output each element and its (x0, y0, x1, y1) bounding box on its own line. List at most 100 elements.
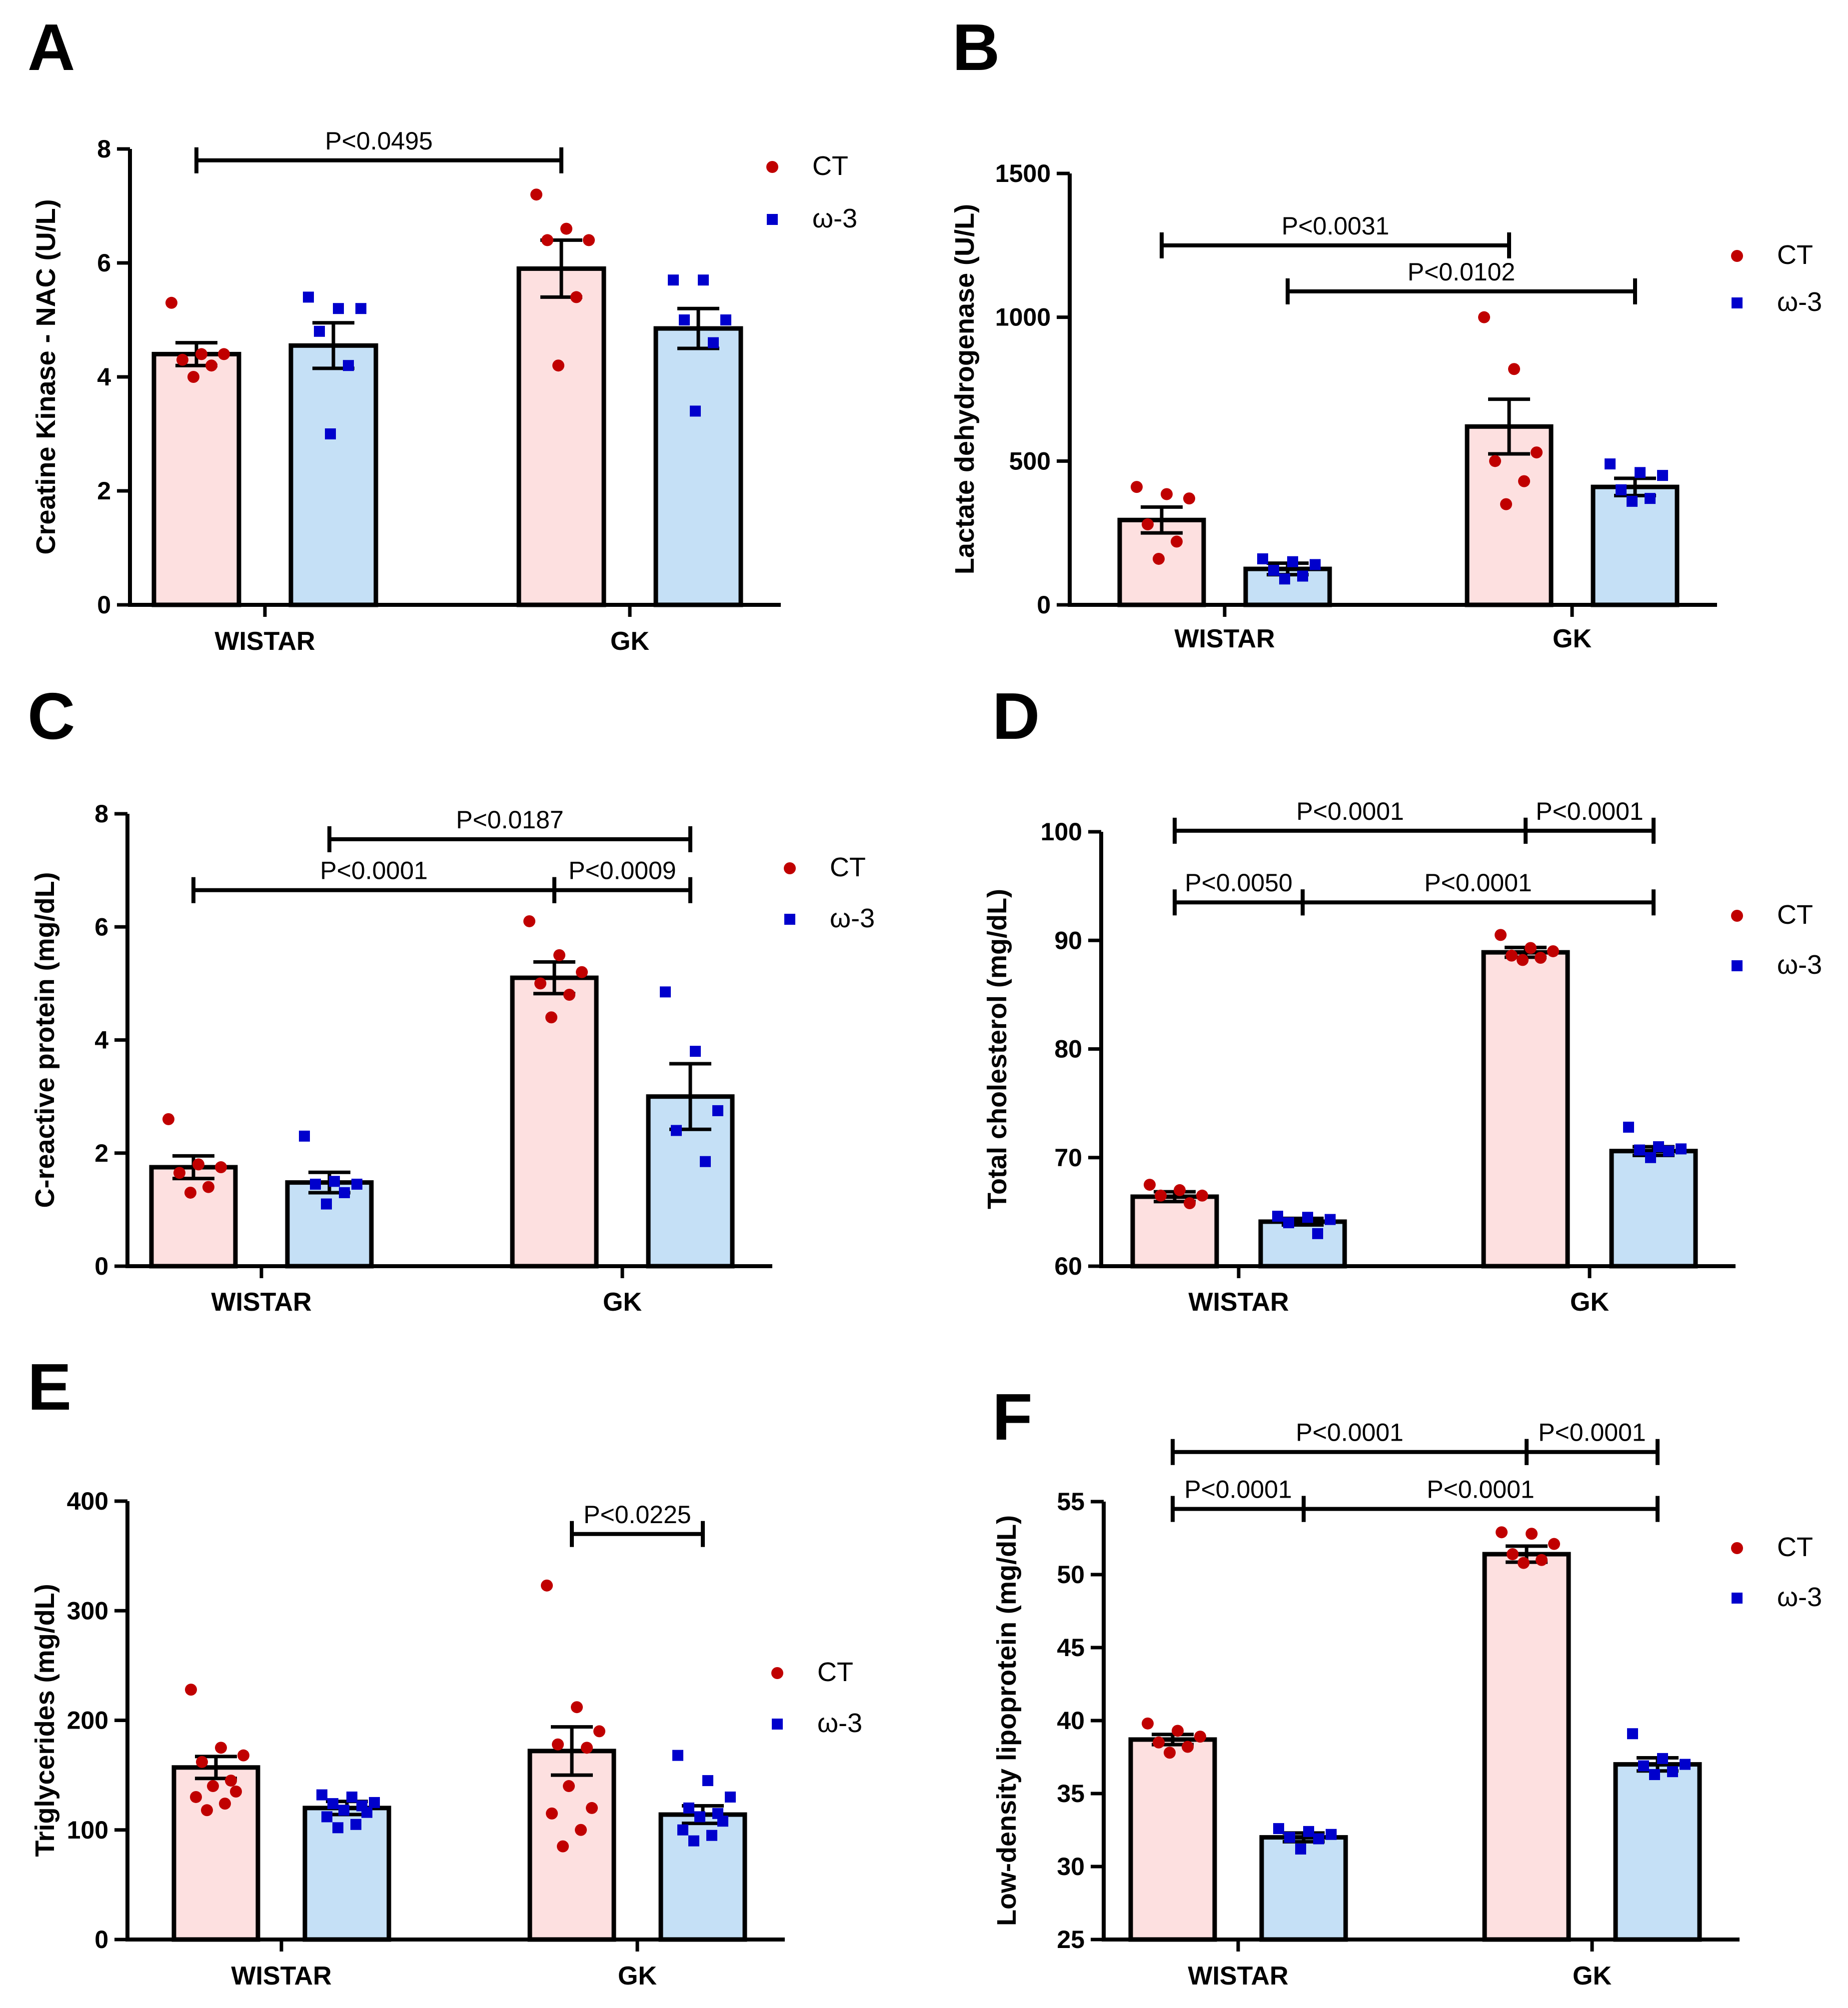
y-axis-label: Total cholesterol (mg/dL) (982, 889, 1012, 1209)
y-tick-label: 2 (94, 1139, 108, 1167)
data-point (671, 1125, 682, 1136)
data-point (1649, 1769, 1660, 1781)
data-point (677, 1824, 688, 1836)
significance-label: P<0.0495 (325, 127, 432, 155)
data-point (1495, 929, 1507, 941)
y-tick-label: 1000 (995, 303, 1051, 331)
data-point (1478, 311, 1490, 323)
data-point (299, 1130, 310, 1142)
data-point (1645, 493, 1656, 504)
data-point (1155, 1189, 1167, 1202)
data-point (346, 1791, 357, 1803)
data-point (583, 234, 595, 246)
data-point (1326, 1829, 1337, 1840)
significance-label: P<0.0187 (456, 806, 563, 834)
bar (288, 343, 378, 607)
data-point (1153, 1736, 1165, 1749)
significance-label: P<0.0001 (1538, 1419, 1646, 1447)
data-point (1616, 484, 1627, 495)
data-point (1507, 1548, 1519, 1561)
data-point (195, 348, 207, 360)
x-category-label: WISTAR (211, 1288, 311, 1317)
data-point (185, 1684, 197, 1696)
data-point (215, 1742, 227, 1754)
significance-label: P<0.0225 (583, 1501, 691, 1529)
data-point (720, 314, 731, 325)
data-point (215, 1161, 227, 1174)
data-point (1506, 949, 1518, 962)
legend-marker-w3 (767, 214, 778, 225)
data-point (679, 314, 690, 325)
y-tick-label: 80 (1054, 1035, 1082, 1063)
data-point (207, 1780, 219, 1793)
legend-marker-ct (784, 862, 796, 874)
x-category-label: GK (1573, 1962, 1612, 1991)
data-point (162, 1113, 174, 1125)
data-point (1131, 481, 1143, 493)
data-point (1174, 1184, 1186, 1196)
data-point (694, 1811, 705, 1823)
bar (1482, 1552, 1571, 1942)
legend-marker-ct (1731, 250, 1743, 262)
data-point (712, 1105, 723, 1116)
data-point (1164, 1747, 1176, 1759)
bar (1258, 1219, 1347, 1269)
data-point (1161, 488, 1173, 500)
data-point (1184, 1197, 1196, 1209)
y-tick-label: 0 (1037, 591, 1051, 619)
data-point (1517, 954, 1529, 966)
data-point (1144, 1179, 1156, 1191)
legend-label-w3: ω-3 (1777, 950, 1822, 980)
panel-f: F Low-density lipoprotein (mg/dL) 25 30 35 40… (992, 1380, 1822, 1991)
data-point (176, 353, 188, 366)
significance-label: P<0.0001 (1427, 1476, 1534, 1504)
significance-label: P<0.0001 (1296, 797, 1404, 825)
data-point (552, 359, 564, 372)
significance-label: P<0.0050 (1185, 869, 1292, 897)
data-point (201, 1804, 213, 1817)
data-point (570, 291, 582, 303)
y-tick-label: 8 (94, 800, 108, 828)
data-point (1297, 570, 1308, 582)
data-point (1287, 556, 1298, 567)
data-point (1153, 552, 1165, 565)
data-point (1283, 1217, 1294, 1229)
legend-marker-ct (766, 161, 778, 173)
bar (1481, 950, 1570, 1269)
y-tick-label: 40 (1057, 1707, 1085, 1735)
data-point (1496, 1526, 1508, 1539)
legend-marker-w3 (1732, 297, 1743, 308)
data-point (321, 1198, 332, 1210)
data-point (698, 274, 709, 286)
data-point (1518, 475, 1530, 487)
y-tick-label: 2 (97, 477, 111, 505)
significance-label: P<0.0001 (1424, 869, 1532, 897)
data-point (225, 1775, 237, 1787)
bar (527, 1749, 616, 1942)
data-point (534, 977, 546, 990)
y-tick-label: 400 (67, 1487, 108, 1515)
data-point (1172, 1725, 1184, 1737)
data-point (1547, 945, 1559, 957)
data-point (1535, 952, 1547, 964)
x-category-label: GK (1570, 1288, 1609, 1317)
x-category-label: GK (603, 1288, 642, 1317)
bar (1609, 1149, 1698, 1269)
y-tick-label: 200 (67, 1707, 108, 1735)
legend-label-ct: CT (1777, 1532, 1813, 1562)
y-axis-label: Creatine Kinase - NAC (U/L) (31, 199, 61, 554)
legend-label-ct: CT (830, 852, 866, 882)
data-point (184, 1186, 196, 1199)
data-point (1605, 458, 1616, 470)
data-point (1302, 1212, 1313, 1223)
significance-label: P<0.0001 (1536, 797, 1643, 825)
y-axis-label: Triglycerides (mg/dL) (30, 1584, 60, 1857)
legend-label-w3: ω-3 (1777, 287, 1822, 317)
data-point (351, 1178, 362, 1190)
data-point (1627, 1728, 1638, 1740)
significance-label: P<0.0001 (320, 857, 427, 885)
data-point (1508, 363, 1520, 375)
data-point (343, 360, 354, 371)
data-point (1525, 942, 1537, 954)
